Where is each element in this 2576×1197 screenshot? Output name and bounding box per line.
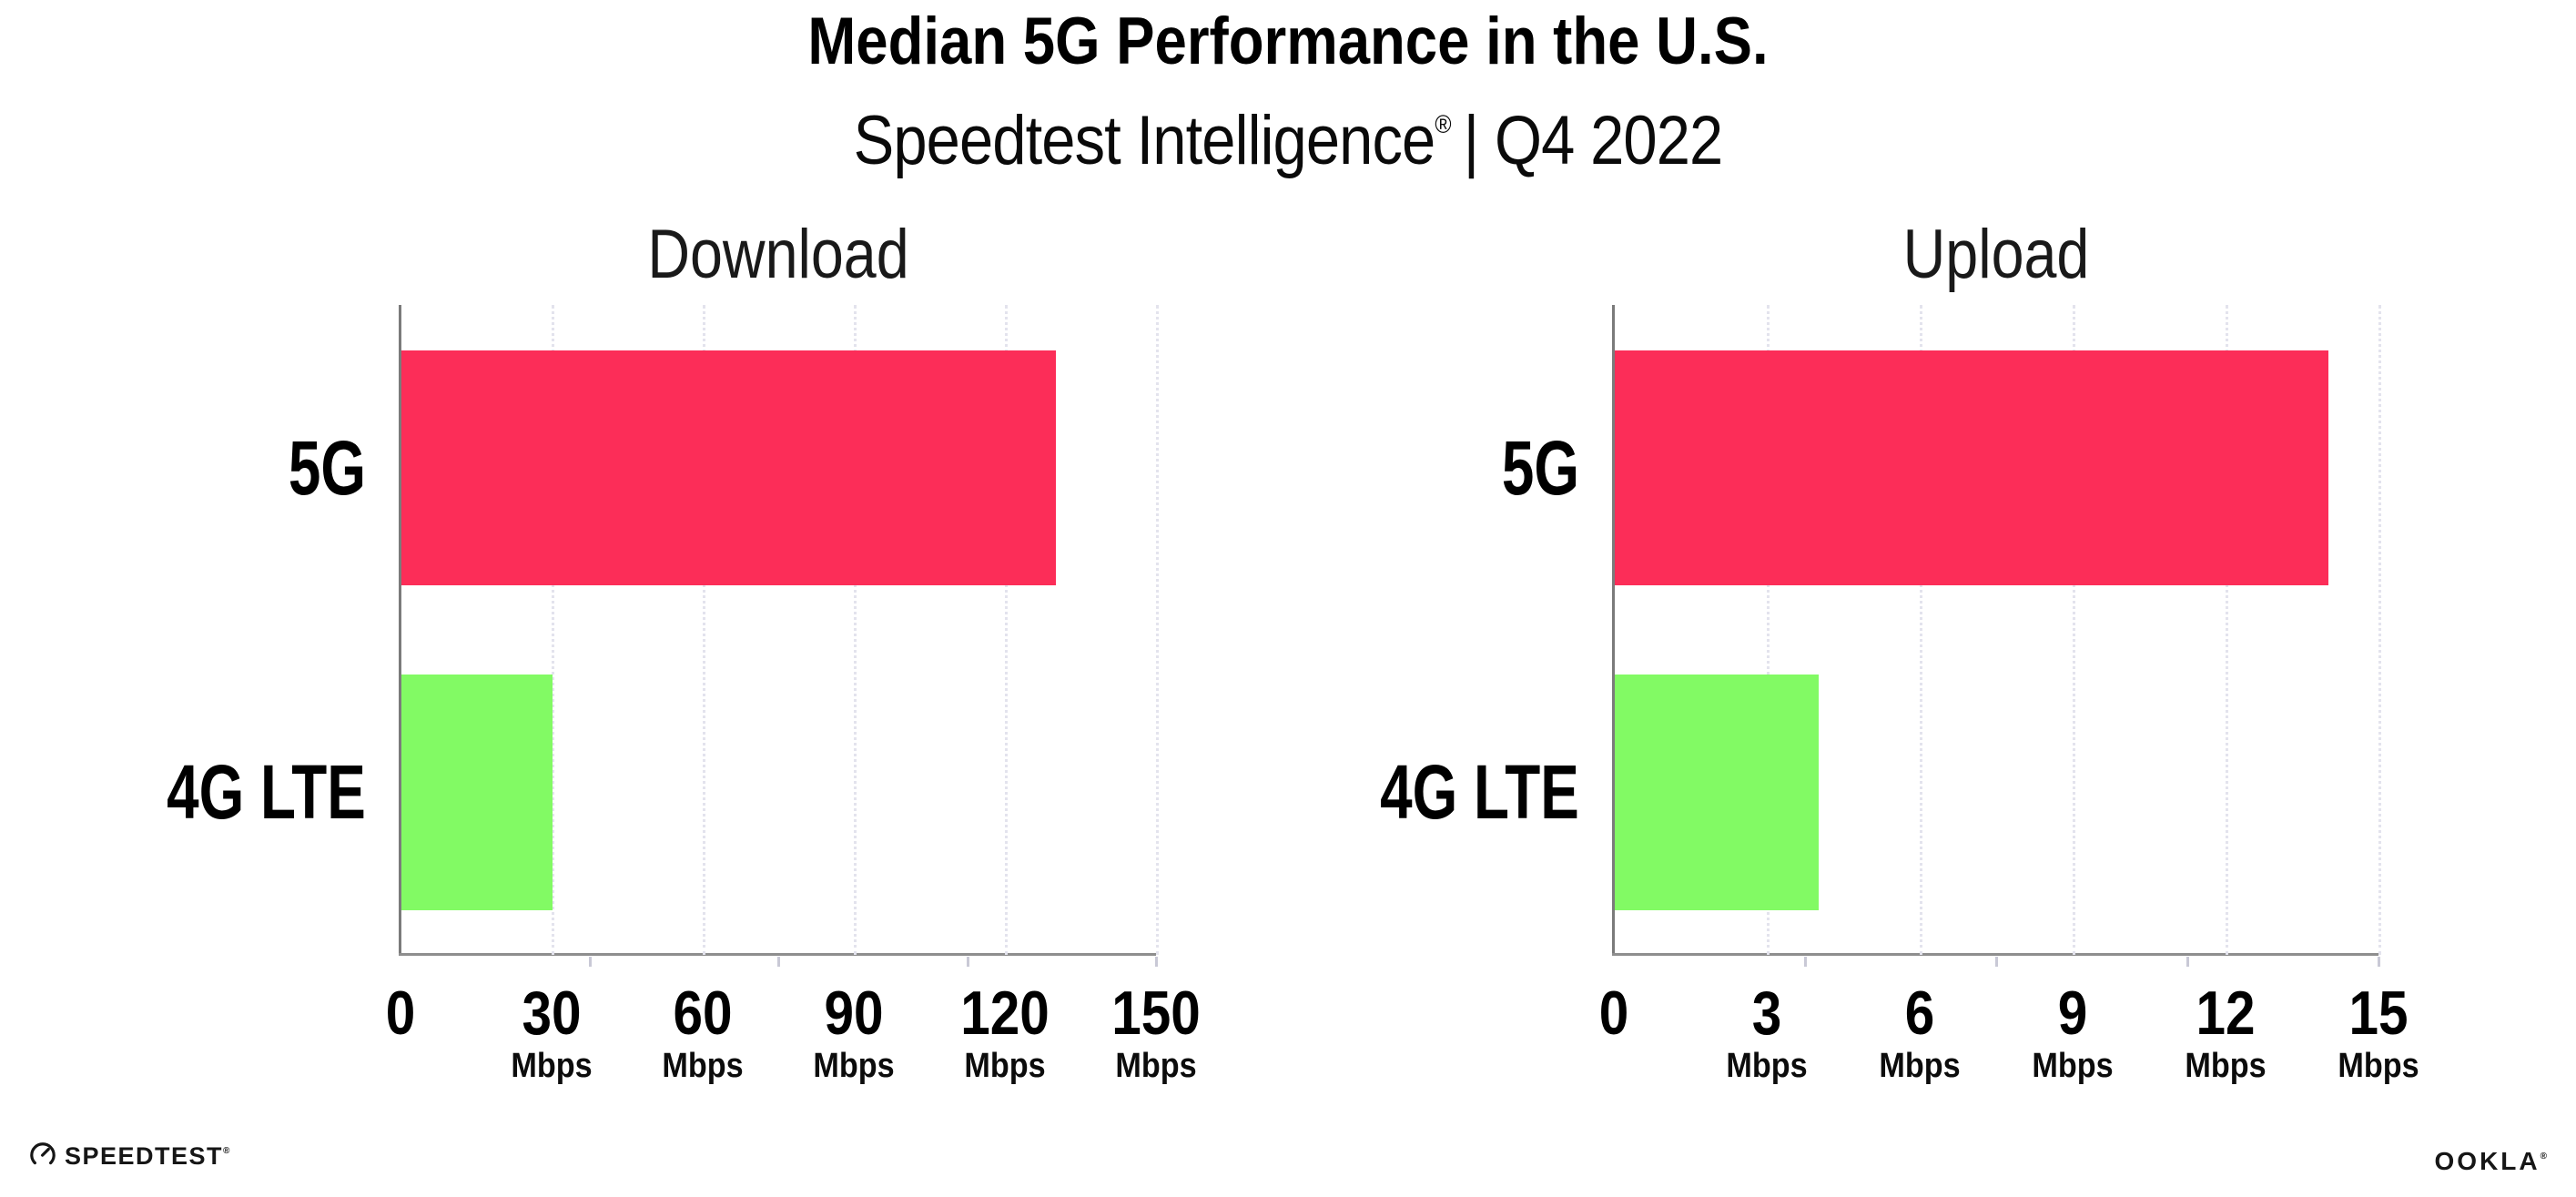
x-tick-label-150: 150 Mbps	[1104, 982, 1207, 1084]
x-tick-value: 3	[1751, 979, 1782, 1048]
download-chart: Download 5G 4G LTE 0 30 Mbps 60 Mbps 90 Mbps 120 M…	[167, 219, 1201, 1085]
upload-x-axis-line	[1612, 953, 2378, 956]
gridline-120-mbps	[1005, 305, 1008, 955]
x-tick-unit: Mbps	[662, 1047, 744, 1085]
x-tick-label-60: 60 Mbps	[657, 982, 747, 1084]
x-tick-value: 30	[522, 979, 582, 1048]
x-axis-tickmark	[966, 957, 969, 967]
x-tick-unit: Mbps	[1879, 1047, 1961, 1085]
x-tick-label-9: 9 Mbps	[2027, 982, 2117, 1084]
x-tick-value: 90	[824, 979, 884, 1048]
upload-chart: Upload 5G 4G LTE 0 3 Mbps 6 Mbps 9 Mbps 12 Mbps 15 M…	[1380, 219, 2419, 1085]
ookla-logo: OOKLA®	[2435, 1143, 2547, 1175]
x-tick-label-0: 0	[1597, 982, 1631, 1044]
x-tick-unit: Mbps	[964, 1047, 1046, 1085]
x-axis-tickmark	[588, 957, 592, 967]
x-tick-label-6: 6 Mbps	[1874, 982, 1964, 1084]
gridline-3-mbps	[1767, 305, 1770, 955]
subtitle-period: | Q4 2022	[1463, 102, 1724, 179]
page-title: Median 5G Performance in the U.S.	[807, 5, 1769, 78]
gridline-90-mbps	[854, 305, 857, 955]
gridline-150-mbps	[1156, 305, 1159, 955]
category-label-5g: 5G	[288, 424, 366, 511]
x-tick-unit: Mbps	[2032, 1047, 2114, 1085]
speedtest-gauge-icon	[29, 1141, 56, 1168]
x-tick-unit: Mbps	[2185, 1047, 2267, 1085]
x-tick-value: 12	[2196, 979, 2256, 1048]
x-tick-label-15: 15 Mbps	[2333, 982, 2423, 1084]
subtitle-brand: Speedtest Intelligence	[853, 102, 1436, 179]
page-subtitle: Speedtest Intelligence® | Q4 2022	[155, 87, 2421, 178]
bar-5g	[401, 350, 1057, 585]
ookla-wordmark: OOKLA	[2434, 1147, 2541, 1175]
x-tick-value: 0	[1598, 979, 1629, 1048]
x-tick-value: 0	[385, 979, 416, 1048]
gridline-6-mbps	[1920, 305, 1922, 955]
x-tick-label-3: 3 Mbps	[1721, 982, 1811, 1084]
upload-chart-title: Upload	[1902, 216, 2090, 293]
x-tick-value: 60	[673, 979, 733, 1048]
x-tick-value: 9	[2057, 979, 2088, 1048]
x-tick-unit: Mbps	[511, 1047, 593, 1085]
x-axis-tickmark	[1155, 957, 1158, 967]
x-tick-unit: Mbps	[813, 1047, 895, 1085]
x-tick-value: 15	[2348, 979, 2409, 1048]
x-tick-unit: Mbps	[1726, 1047, 1808, 1085]
gridline-60-mbps	[703, 305, 705, 955]
category-label-5g: 5G	[1501, 424, 1579, 511]
registered-trademark-symbol: ®	[1435, 110, 1451, 138]
category-label-4g-lte: 4G LTE	[167, 749, 366, 835]
x-tick-value: 6	[1904, 979, 1935, 1048]
ookla-registered-mark: ®	[2540, 1151, 2547, 1161]
x-tick-label-30: 30 Mbps	[506, 982, 596, 1084]
x-tick-label-90: 90 Mbps	[808, 982, 898, 1084]
x-axis-tickmark	[1804, 957, 1807, 967]
gridline-12-mbps	[2226, 305, 2228, 955]
bar-4g-lte	[401, 675, 553, 910]
x-axis-tickmark	[777, 957, 780, 967]
x-tick-label-12: 12 Mbps	[2180, 982, 2270, 1084]
download-y-axis-line	[399, 305, 401, 955]
x-tick-label-120: 120 Mbps	[953, 982, 1056, 1084]
download-chart-title: Download	[647, 216, 909, 293]
upload-y-axis-line	[1612, 305, 1615, 955]
x-tick-unit: Mbps	[1115, 1047, 1197, 1085]
speedtest-registered-mark: ®	[223, 1146, 230, 1156]
download-x-axis-line	[399, 953, 1156, 956]
x-tick-label-0: 0	[383, 982, 418, 1044]
x-axis-tickmark	[2186, 957, 2189, 967]
x-axis-tickmark	[2378, 957, 2380, 967]
gridline-30-mbps	[552, 305, 554, 955]
gridline-15-mbps	[2378, 305, 2381, 955]
speedtest-wordmark: SPEEDTEST®	[65, 1142, 230, 1170]
x-axis-tickmark	[1995, 957, 1998, 967]
x-tick-value: 150	[1111, 979, 1201, 1048]
gridline-9-mbps	[2073, 305, 2075, 955]
bar-4g-lte	[1615, 675, 1819, 910]
speedtest-logo: SPEEDTEST®	[29, 1138, 229, 1170]
x-tick-value: 120	[960, 979, 1050, 1048]
bar-5g	[1615, 350, 2328, 585]
x-tick-unit: Mbps	[2338, 1047, 2419, 1085]
category-label-4g-lte: 4G LTE	[1380, 749, 1579, 835]
